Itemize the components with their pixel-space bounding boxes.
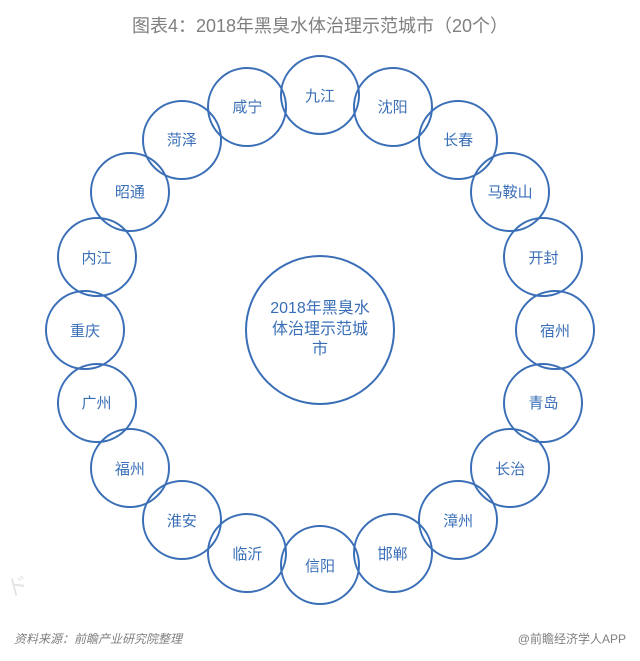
ring-node-label: 长治 bbox=[495, 458, 525, 479]
ring-node-label: 沈阳 bbox=[378, 96, 408, 117]
ring-node-label: 邯郸 bbox=[378, 543, 408, 564]
ring-node: 咸宁 bbox=[207, 67, 287, 147]
brand-note: @前瞻经济学人APP bbox=[518, 630, 626, 647]
ring-node-label: 重庆 bbox=[70, 320, 100, 341]
ring-node-label: 信阳 bbox=[305, 555, 335, 576]
ring-node-label: 菏泽 bbox=[167, 129, 197, 150]
ring-node-label: 漳州 bbox=[443, 510, 473, 531]
chart-title: 图表4：2018年黑臭水体治理示范城市（20个） bbox=[0, 12, 640, 38]
ring-node: 重庆 bbox=[45, 290, 125, 370]
center-node: 2018年黑臭水体治理示范城市 bbox=[245, 255, 395, 405]
ring-node-label: 广州 bbox=[81, 392, 111, 413]
center-label: 2018年黑臭水体治理示范城市 bbox=[270, 299, 370, 361]
ring-node-label: 内江 bbox=[81, 247, 111, 268]
ring-node-label: 福州 bbox=[115, 458, 145, 479]
ring-node-label: 长春 bbox=[443, 129, 473, 150]
ring-node-label: 临沂 bbox=[232, 543, 262, 564]
ring-node-label: 开封 bbox=[528, 247, 558, 268]
diagram-stage: 2018年黑臭水体治理示范城市 九江沈阳长春马鞍山开封宿州青岛长治漳州邯郸信阳 临… bbox=[0, 40, 640, 620]
ring-node-label: 咸宁 bbox=[232, 96, 262, 117]
ring-node-label: 宿州 bbox=[540, 320, 570, 341]
ring-node-label: 淮安 bbox=[167, 510, 197, 531]
ring-node-label: 马鞍山 bbox=[488, 181, 533, 202]
ring-node: 九江 bbox=[280, 55, 360, 135]
ring-node: 信阳 bbox=[280, 525, 360, 605]
ring-node-label: 青岛 bbox=[528, 392, 558, 413]
ring-node: 宿州 bbox=[515, 290, 595, 370]
source-note: 资料来源：前瞻产业研究院整理 bbox=[14, 630, 182, 647]
ring-node-label: 九江 bbox=[305, 85, 335, 106]
ring-node: 邯郸 bbox=[353, 513, 433, 593]
ring-node: 开封 bbox=[503, 217, 583, 297]
ring-node-label: 昭通 bbox=[115, 181, 145, 202]
ring-node: 广州 bbox=[57, 363, 137, 443]
